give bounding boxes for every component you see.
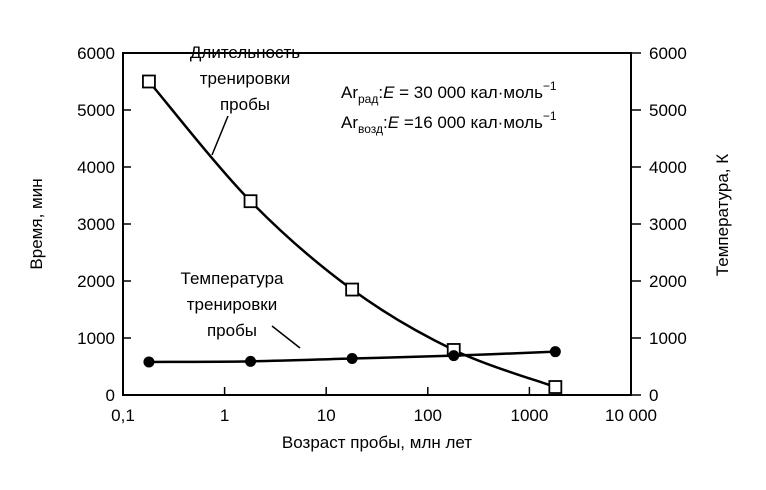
duration-label-leader <box>211 115 229 156</box>
y-tick-label: 2000 <box>77 272 115 291</box>
temperature-label-line: пробы <box>207 321 257 340</box>
duration-point <box>548 380 563 394</box>
temperature-point <box>448 350 460 362</box>
duration-point <box>243 194 258 209</box>
x-tick-label: 10 <box>317 406 336 425</box>
y2-tick-label: 0 <box>649 386 658 405</box>
x-axis-ticks: 0,1 1 10 100 1000 10 000 <box>111 387 657 425</box>
temperature-label-line: Температура <box>181 269 285 288</box>
y2-tick-label: 2000 <box>649 272 687 291</box>
annotation-colon: : <box>378 83 383 102</box>
annotation-ar-vozd: Arвозд:E =16 000 кал·моль−1 <box>341 109 557 136</box>
annotation-variable: E <box>388 113 400 132</box>
temperature-label-line: тренировки <box>187 295 277 314</box>
annotation-value: = 30 000 кал·моль <box>394 83 543 102</box>
x-tick-label: 1000 <box>510 406 548 425</box>
temperature-point <box>549 346 561 358</box>
y-tick-label: 6000 <box>77 44 115 63</box>
y2-axis-label: Температура, К <box>713 154 732 276</box>
y-tick-label: 5000 <box>77 101 115 120</box>
y-axis-ticks: 0 1000 2000 3000 4000 5000 6000 <box>77 44 131 405</box>
y2-axis-ticks: 0 1000 2000 3000 4000 5000 6000 <box>631 44 687 405</box>
x-tick-label: 0,1 <box>111 406 135 425</box>
y-axis-label: Время, мин <box>27 178 46 269</box>
series-points <box>142 74 563 394</box>
annotation-superscript: −1 <box>543 109 557 123</box>
duration-label-line: Длительность <box>190 43 300 62</box>
y-tick-label: 1000 <box>77 329 115 348</box>
annotation-superscript: −1 <box>543 79 557 93</box>
temperature-series-label: Температура тренировки пробы <box>181 269 285 340</box>
y2-tick-label: 1000 <box>649 329 687 348</box>
duration-point <box>142 74 156 89</box>
annotation-prefix: Ar <box>341 83 358 102</box>
duration-series-label: Длительность тренировки пробы <box>190 43 300 114</box>
duration-label-line: тренировки <box>200 69 290 88</box>
temperature-label-leader <box>271 325 301 349</box>
annotation-value: =16 000 кал·моль <box>399 113 543 132</box>
duration-point <box>345 282 360 297</box>
annotation-variable: E <box>383 83 395 102</box>
y-tick-label: 3000 <box>77 215 115 234</box>
y-tick-label: 4000 <box>77 158 115 177</box>
annotation-subscript: возд <box>358 122 383 136</box>
x-axis-label: Возраст пробы, млн лет <box>282 433 472 452</box>
y2-tick-label: 6000 <box>649 44 687 63</box>
annotation-prefix: Ar <box>341 113 358 132</box>
annotation-ar-rad: Arрад:E = 30 000 кал·моль−1 <box>341 79 557 106</box>
duration-label-line: пробы <box>220 95 270 114</box>
annotation-subscript: рад <box>358 92 378 106</box>
x-tick-label: 1 <box>220 406 229 425</box>
temperature-point <box>143 356 155 368</box>
x-tick-label: 100 <box>414 406 442 425</box>
y2-tick-label: 4000 <box>649 158 687 177</box>
x-tick-label: 10 000 <box>605 406 657 425</box>
temperature-point <box>346 353 358 365</box>
y2-tick-label: 5000 <box>649 101 687 120</box>
y2-tick-label: 3000 <box>649 215 687 234</box>
y-tick-label: 0 <box>106 386 115 405</box>
temperature-point <box>245 355 257 367</box>
annotation-colon: : <box>383 113 388 132</box>
